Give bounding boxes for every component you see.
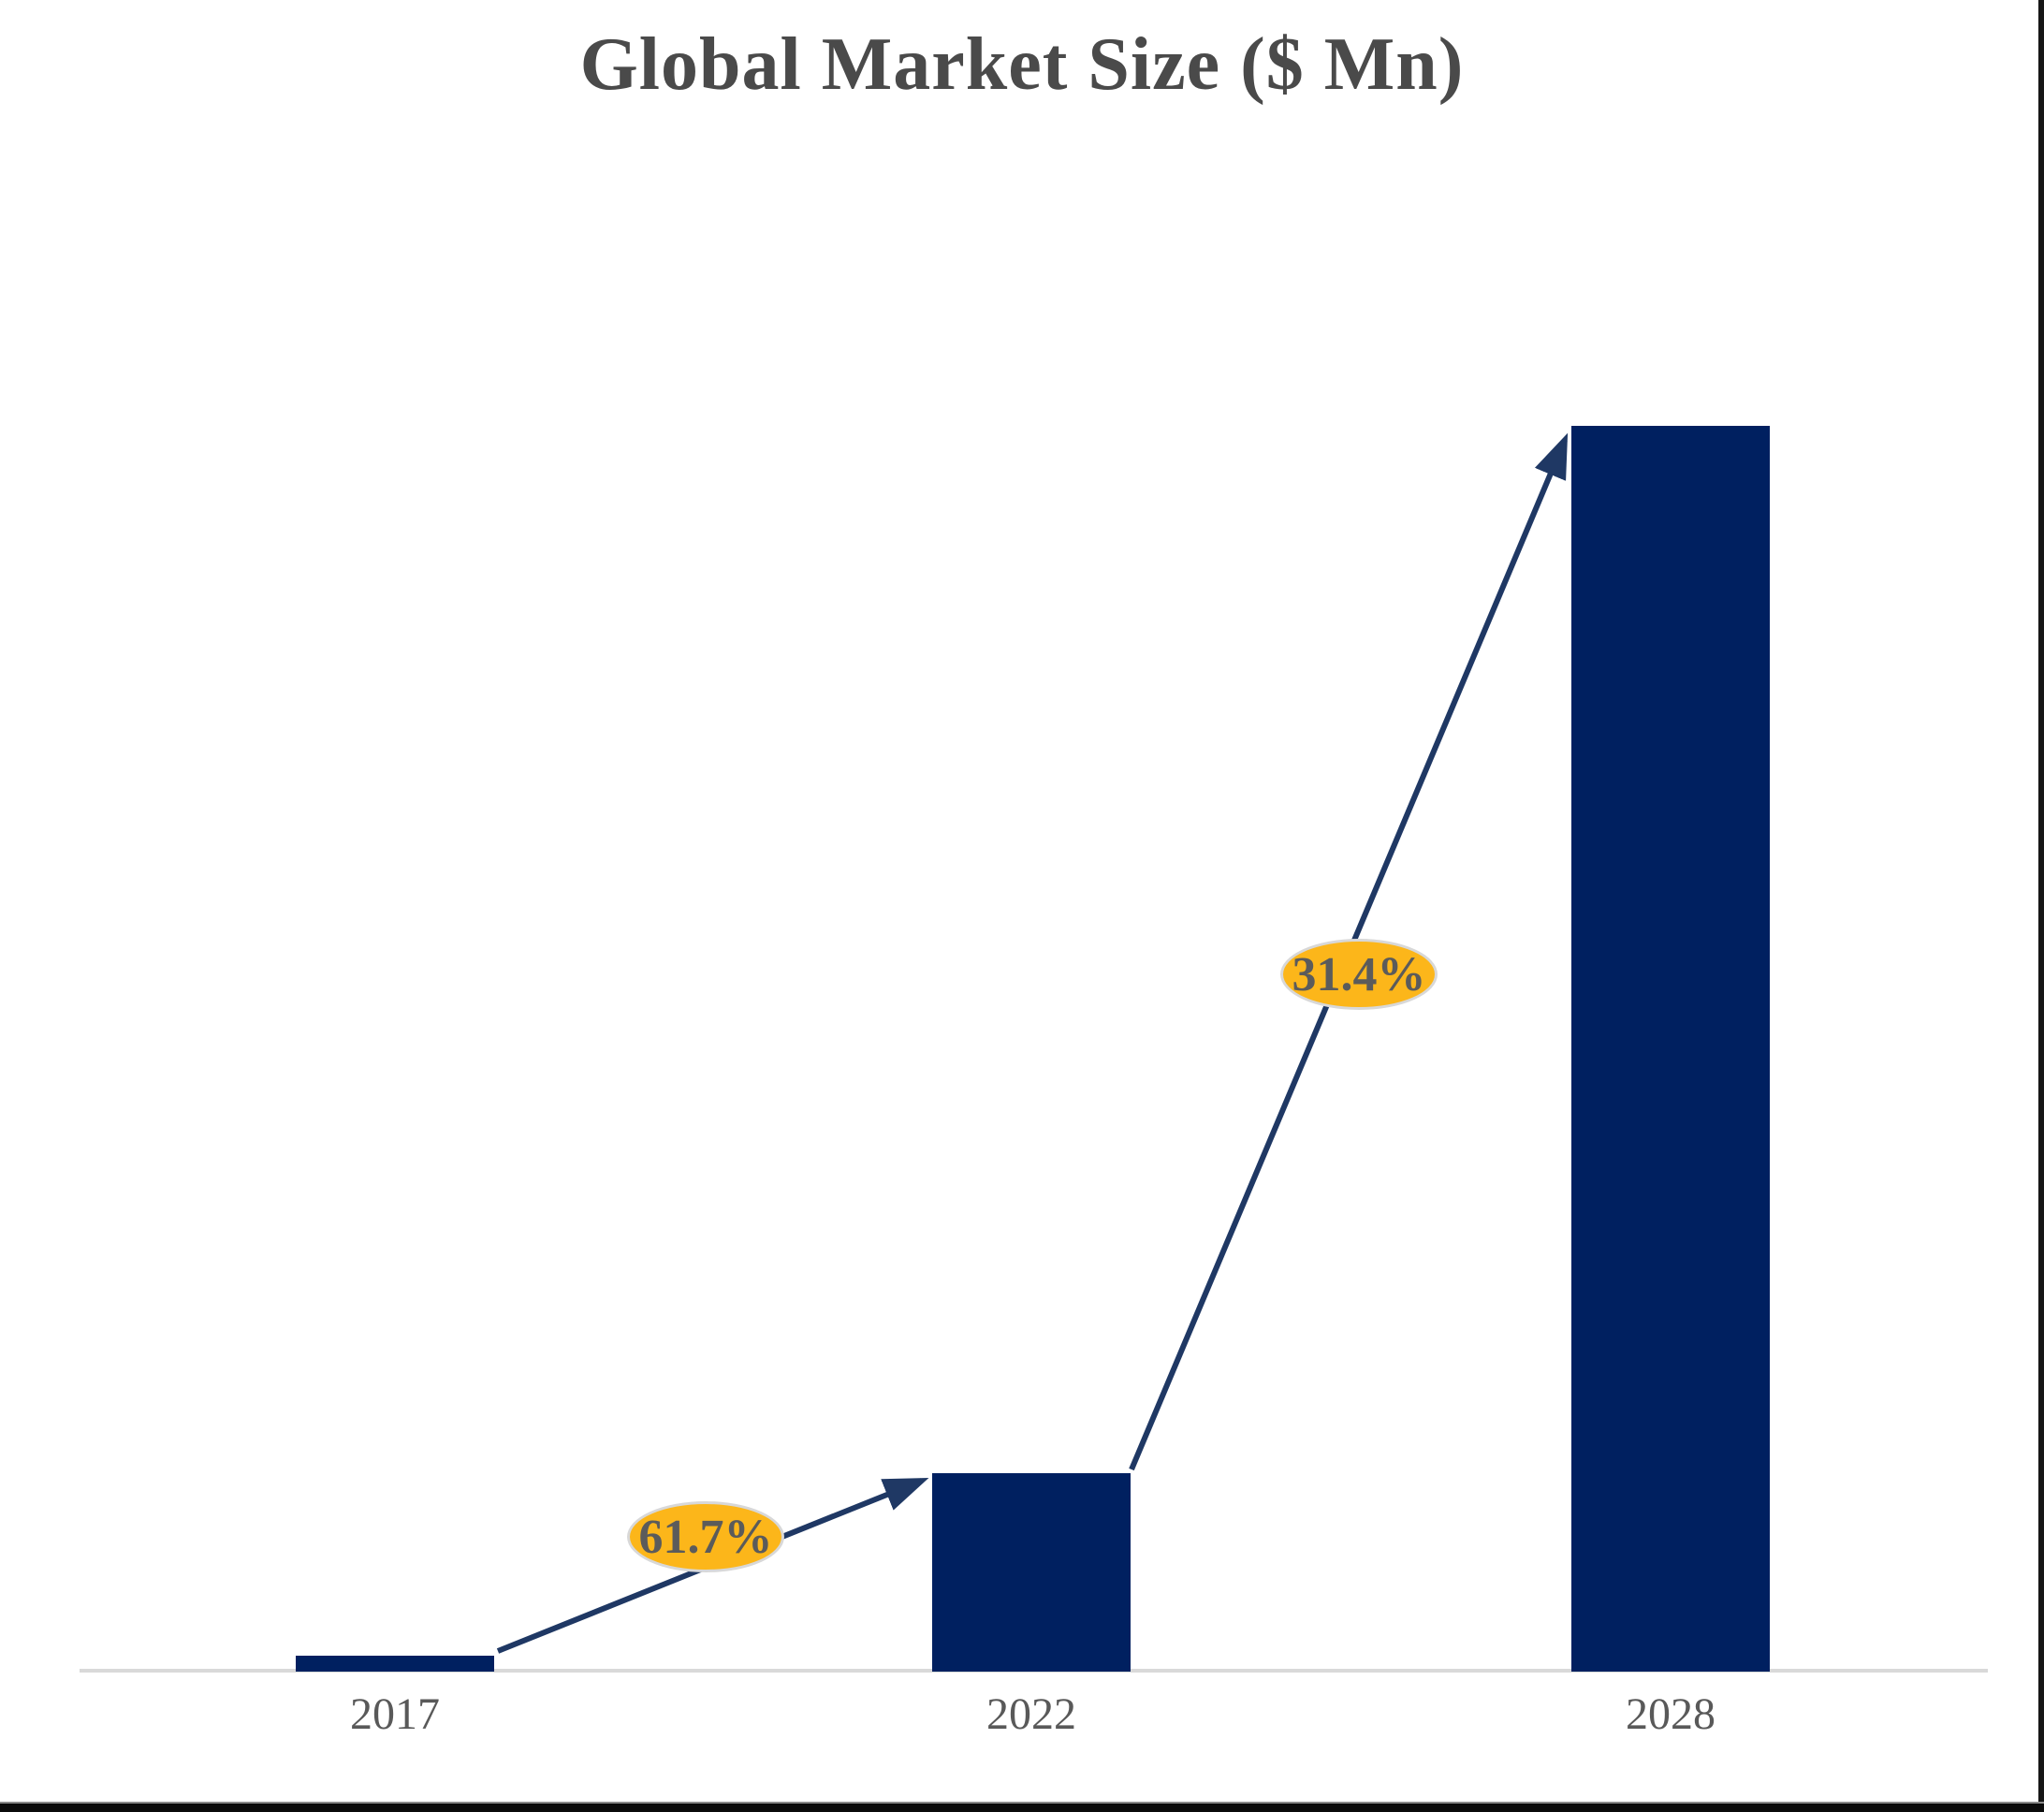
window-right-border — [2038, 0, 2044, 1812]
window-bottom-border — [0, 1802, 2044, 1812]
cagr-badge-label: 31.4% — [1292, 947, 1426, 1001]
x-tick-2028: 2028 — [1626, 1689, 1716, 1739]
cagr-badge-label: 61.7% — [638, 1510, 773, 1564]
cagr-badge-2017-2022: 61.7% — [627, 1501, 784, 1572]
chart-title: Global Market Size ($ Mn) — [579, 23, 1465, 106]
x-tick-2022: 2022 — [986, 1689, 1076, 1739]
bar-2017 — [296, 1656, 494, 1672]
bar-2022 — [932, 1473, 1131, 1672]
bar-2028 — [1571, 426, 1770, 1672]
cagr-badge-2022-2028: 31.4% — [1280, 939, 1438, 1010]
x-tick-2017: 2017 — [350, 1689, 440, 1739]
